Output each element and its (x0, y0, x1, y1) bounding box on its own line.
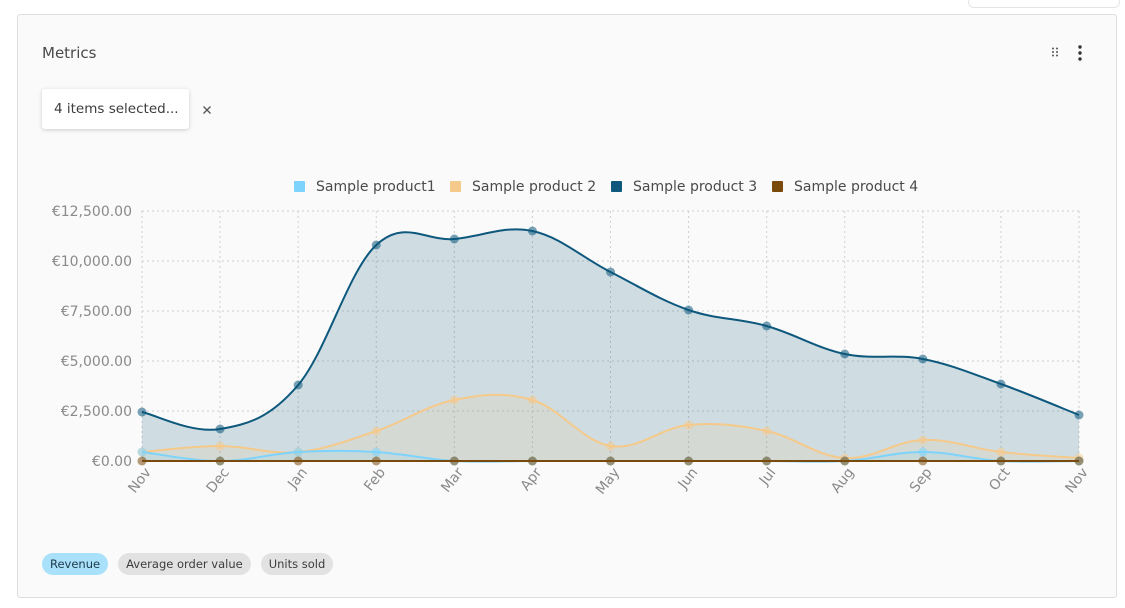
x-tick-label: Nov (1062, 465, 1091, 496)
legend-swatch (611, 181, 622, 192)
x-tick-label: Aug (828, 465, 857, 496)
x-tick-label: Dec (204, 465, 233, 496)
chip-average-order-value[interactable]: Average order value (118, 553, 251, 575)
data-point (684, 420, 694, 430)
y-tick-label: €0.00 (92, 454, 132, 470)
data-point (996, 456, 1006, 466)
data-point (293, 456, 303, 466)
data-point (840, 456, 850, 466)
data-point (996, 447, 1006, 457)
data-point (371, 456, 381, 466)
top-tab-edge (968, 0, 1120, 8)
data-point (371, 240, 381, 250)
close-icon[interactable] (201, 104, 213, 116)
data-point (762, 456, 772, 466)
metrics-chart: €0.00 €2,500.00 €5,000.00 €7,500.00 €10,000.… (52, 179, 1092, 498)
x-tick-label: Mar (438, 465, 467, 496)
data-point (606, 267, 615, 277)
data-point (996, 379, 1006, 389)
legend-swatch (450, 181, 461, 192)
chip-units-sold[interactable]: Units sold (260, 553, 334, 575)
more-vertical-icon[interactable] (1076, 44, 1084, 62)
data-point (918, 456, 928, 466)
data-point (371, 426, 381, 436)
y-tick-label: €7,500.00 (61, 304, 132, 320)
x-tick-label: Feb (361, 465, 389, 494)
x-tick-label: Sep (907, 465, 936, 496)
data-point (449, 234, 459, 244)
data-point (215, 456, 225, 466)
data-point (527, 456, 537, 466)
legend-label: Sample product 3 (633, 179, 757, 195)
data-point (449, 395, 459, 405)
data-point (449, 456, 459, 466)
data-point (840, 349, 850, 359)
metric-chips: Revenue Average order value Units sold (42, 553, 334, 575)
data-point (762, 426, 772, 436)
data-point (215, 424, 225, 434)
legend-swatch (294, 181, 305, 192)
data-point (137, 456, 147, 466)
y-tick-label: €2,500.00 (61, 404, 132, 420)
legend-swatch (772, 181, 783, 192)
data-point (527, 226, 537, 236)
data-point (606, 441, 615, 451)
x-tick-label: Apr (518, 465, 546, 494)
data-point (1074, 456, 1084, 466)
data-point (1074, 410, 1084, 420)
legend-label: Sample product 4 (794, 179, 918, 195)
x-tick-label: Jun (675, 465, 702, 493)
data-point (918, 354, 928, 364)
data-point (918, 435, 928, 445)
data-point (215, 441, 225, 451)
data-point (684, 305, 694, 315)
y-tick-label: €12,500.00 (52, 204, 132, 220)
y-tick-label: €5,000.00 (61, 354, 132, 370)
series-area (142, 229, 1079, 461)
chip-revenue[interactable]: Revenue (42, 553, 109, 575)
x-tick-label: Jan (284, 465, 311, 493)
data-point (137, 447, 147, 457)
legend-label: Sample product1 (316, 179, 436, 195)
series-area (142, 394, 1079, 461)
product-selector[interactable]: 4 items selected... (42, 89, 189, 129)
data-point (762, 321, 772, 331)
legend-label: Sample product 2 (472, 179, 596, 195)
data-point (293, 447, 303, 457)
data-point (918, 447, 928, 457)
x-tick-label: Oct (986, 465, 1014, 494)
x-tick-label: Jul (756, 465, 780, 489)
y-tick-label: €10,000.00 (52, 254, 132, 270)
data-point (606, 456, 615, 466)
metrics-card: Metrics 4 items selected... €0.00 €2,500.… (17, 14, 1117, 598)
data-point (527, 395, 537, 405)
data-point (684, 456, 694, 466)
card-title: Metrics (42, 44, 97, 62)
drag-handle-icon[interactable] (1049, 46, 1061, 58)
data-point (371, 447, 381, 457)
data-point (137, 407, 147, 417)
x-tick-label: May (593, 465, 623, 498)
data-point (293, 380, 303, 390)
